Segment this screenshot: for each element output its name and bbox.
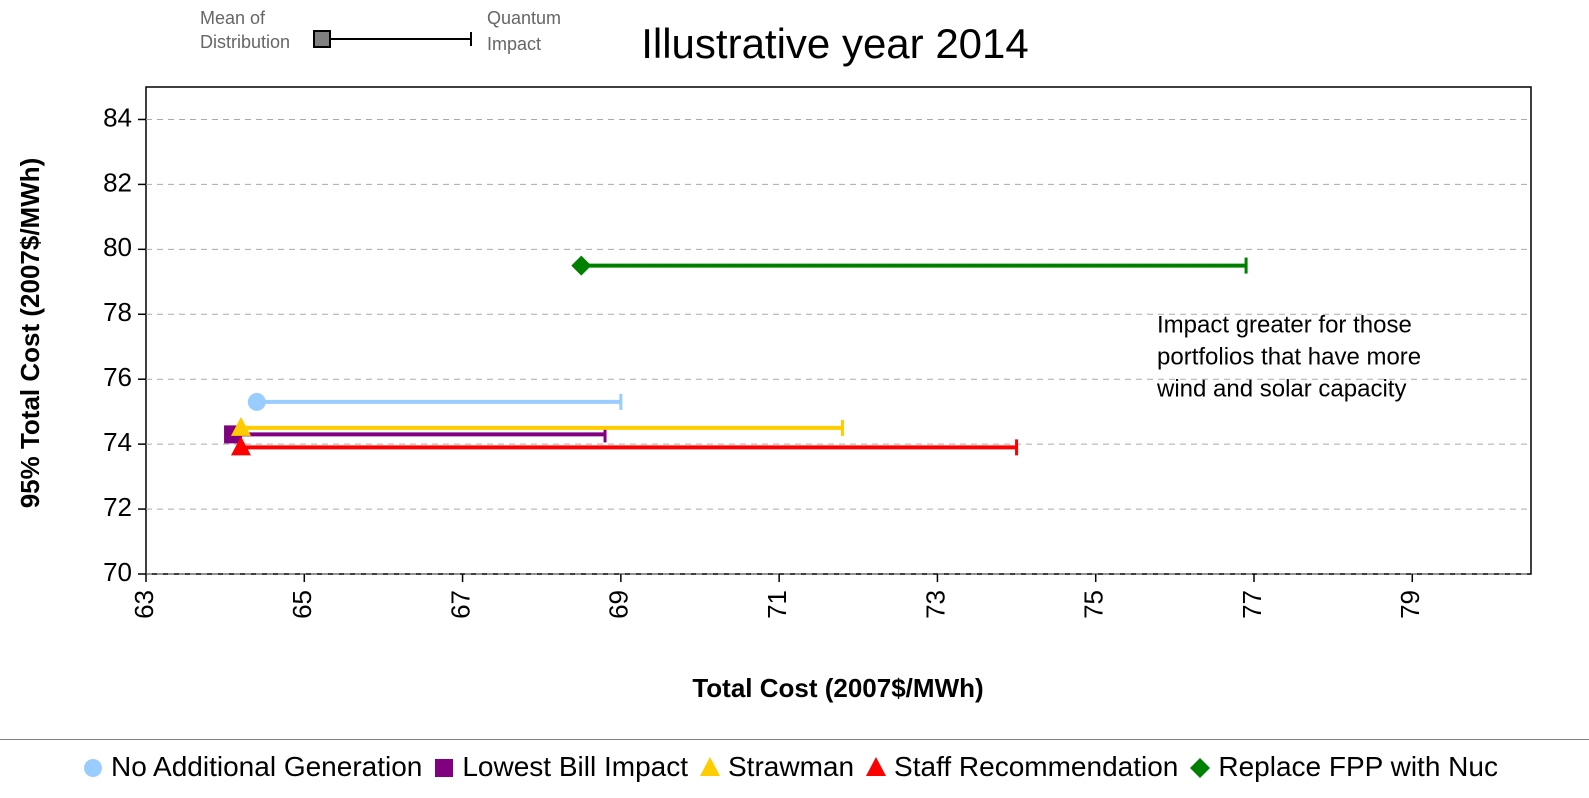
legend-label: No Additional Generation: [111, 751, 423, 782]
marker: [866, 757, 887, 776]
marker: [700, 757, 720, 776]
x-tick-label: 69: [604, 590, 634, 619]
legend-icon: [700, 757, 720, 776]
legend: No Additional Generation Lowest Bill Impa…: [0, 742, 1589, 792]
key-label: Quantum: [487, 8, 561, 28]
key-marker: [313, 30, 331, 48]
y-axis-title: 95% Total Cost (2007$/MWh): [15, 158, 45, 509]
marker: [230, 416, 251, 436]
legend-icon: [866, 757, 887, 776]
x-tick-label: 79: [1395, 590, 1425, 619]
annotation: portfolios that have more: [1157, 343, 1421, 370]
marker: [84, 759, 103, 777]
y-tick-label: 76: [103, 362, 132, 392]
annotation: Impact greater for those: [1157, 311, 1412, 338]
legend-item: Staff Recommendation: [864, 751, 1178, 783]
y-tick-label: 72: [103, 492, 132, 522]
y-tick-label: 74: [103, 427, 132, 457]
legend-label: Staff Recommendation: [894, 751, 1179, 782]
legend-item: No Additional Generation: [81, 751, 422, 783]
legend-label: Lowest Bill Impact: [462, 751, 688, 782]
chart: Illustrative year 2014 Total Cost (2007$…: [0, 8, 1589, 740]
y-tick-label: 78: [103, 297, 132, 327]
chart-title: Illustrative year 2014: [641, 20, 1029, 67]
y-tick-label: 84: [103, 102, 132, 132]
key-label: Distribution: [200, 32, 290, 52]
x-axis-title: Total Cost (2007$/MWh): [692, 673, 983, 703]
marker: [230, 436, 251, 456]
annotation: wind and solar capacity: [1156, 375, 1406, 402]
marker: [571, 255, 592, 276]
marker: [435, 759, 454, 777]
legend-label: Strawman: [728, 751, 855, 782]
x-tick-label: 63: [129, 590, 159, 619]
marker: [1190, 758, 1211, 778]
legend-icon: [84, 759, 103, 777]
marker: [247, 392, 266, 411]
x-tick-label: 71: [762, 590, 792, 619]
legend-item: Strawman: [698, 751, 854, 783]
legend-label: Replace FPP with Nuc: [1218, 751, 1498, 782]
y-tick-label: 80: [103, 232, 132, 262]
legend-icon: [1190, 758, 1211, 778]
key-label: Mean of: [200, 8, 266, 28]
legend-icon: [435, 759, 454, 777]
y-tick-label: 70: [103, 557, 132, 587]
x-tick-label: 73: [920, 590, 950, 619]
x-tick-label: 77: [1237, 590, 1267, 619]
x-tick-label: 65: [287, 590, 317, 619]
y-tick-label: 82: [103, 167, 132, 197]
x-tick-label: 75: [1079, 590, 1109, 619]
legend-item: Replace FPP with Nuc: [1188, 751, 1498, 783]
x-tick-label: 67: [445, 590, 475, 619]
plot-area: [145, 86, 1532, 575]
key-label: Impact: [487, 34, 541, 54]
legend-item: Lowest Bill Impact: [432, 751, 688, 783]
